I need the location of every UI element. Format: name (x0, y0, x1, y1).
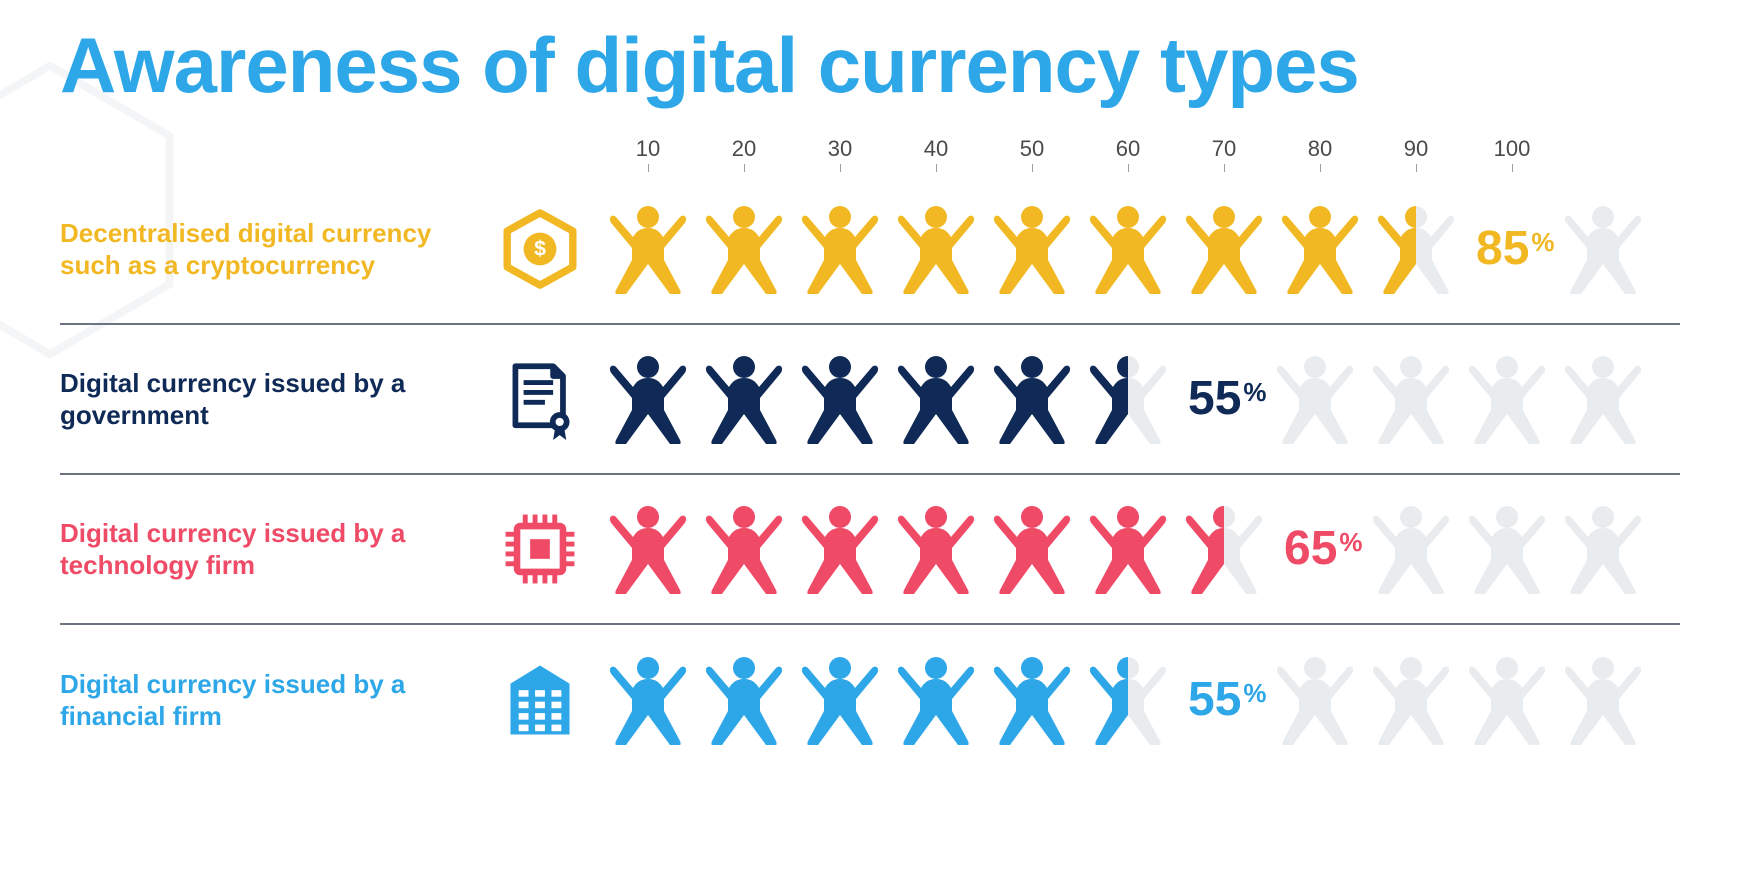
person-icon (984, 349, 1080, 449)
person-icon (792, 349, 888, 449)
person-icon (1176, 499, 1272, 599)
svg-text:$: $ (534, 237, 546, 261)
person-icon (696, 199, 792, 299)
x-axis-ticks: 102030405060708090100 (600, 136, 1560, 162)
row-label: Digital currency issued by a financial f… (60, 668, 480, 733)
row-label: Digital currency issued by a government (60, 367, 480, 432)
person-icon (984, 499, 1080, 599)
x-axis-tick: 90 (1368, 136, 1464, 162)
person-icon (600, 349, 696, 449)
person-icon (696, 650, 792, 750)
row-crypto: Decentralised digital currency such as a… (60, 175, 1680, 325)
person-icon (1459, 650, 1555, 750)
row-value: 65% (1284, 525, 1363, 573)
x-axis-tick: 80 (1272, 136, 1368, 162)
person-icon (792, 499, 888, 599)
person-icon (1080, 650, 1176, 750)
person-icon (984, 650, 1080, 750)
person-icon (1555, 349, 1651, 449)
person-icon (1267, 349, 1363, 449)
chip-icon (480, 508, 600, 590)
row-value: 55% (1188, 676, 1267, 724)
person-icon (1459, 499, 1555, 599)
person-icon (1363, 650, 1459, 750)
hex-dollar-icon: $ (480, 208, 600, 290)
person-icon (1080, 199, 1176, 299)
x-axis-tick: 40 (888, 136, 984, 162)
person-icon (792, 650, 888, 750)
person-icon (1555, 199, 1651, 299)
certificate-icon (480, 358, 600, 440)
chart-title: Awareness of digital currency types (60, 20, 1680, 111)
x-axis-tick: 70 (1176, 136, 1272, 162)
person-icon (792, 199, 888, 299)
x-axis-tick: 20 (696, 136, 792, 162)
x-axis-tick: 10 (600, 136, 696, 162)
person-icon (1267, 650, 1363, 750)
person-icon (600, 650, 696, 750)
person-icon (1363, 349, 1459, 449)
row-label: Decentralised digital currency such as a… (60, 217, 480, 282)
building-icon (480, 659, 600, 741)
person-icon (600, 499, 696, 599)
person-icon (888, 499, 984, 599)
row-value: 55% (1188, 375, 1267, 423)
person-icon (1176, 199, 1272, 299)
row-value: 85% (1476, 225, 1555, 273)
x-axis-tick: 60 (1080, 136, 1176, 162)
row-pictograms: 55% (600, 650, 1651, 750)
row-pictograms: 85% (600, 199, 1651, 299)
person-icon (1363, 499, 1459, 599)
x-axis-tick: 50 (984, 136, 1080, 162)
row-pictograms: 65% (600, 499, 1651, 599)
row-government: Digital currency issued by a government … (60, 325, 1680, 475)
person-icon (1080, 499, 1176, 599)
row-label: Digital currency issued by a technology … (60, 517, 480, 582)
x-axis: 102030405060708090100 (60, 129, 1680, 169)
person-icon (888, 199, 984, 299)
person-icon (1555, 499, 1651, 599)
x-axis-tick: 100 (1464, 136, 1560, 162)
pictogram-chart: 102030405060708090100 Decentralised digi… (60, 129, 1680, 775)
person-icon (696, 499, 792, 599)
person-icon (1272, 199, 1368, 299)
person-icon (1080, 349, 1176, 449)
person-icon (984, 199, 1080, 299)
x-axis-tick: 30 (792, 136, 888, 162)
person-icon (888, 650, 984, 750)
row-financial: Digital currency issued by a financial f… (60, 625, 1680, 775)
person-icon (1459, 349, 1555, 449)
row-pictograms: 55% (600, 349, 1651, 449)
person-icon (1555, 650, 1651, 750)
person-icon (1368, 199, 1464, 299)
person-icon (888, 349, 984, 449)
person-icon (600, 199, 696, 299)
row-tech: Digital currency issued by a technology … (60, 475, 1680, 625)
person-icon (696, 349, 792, 449)
